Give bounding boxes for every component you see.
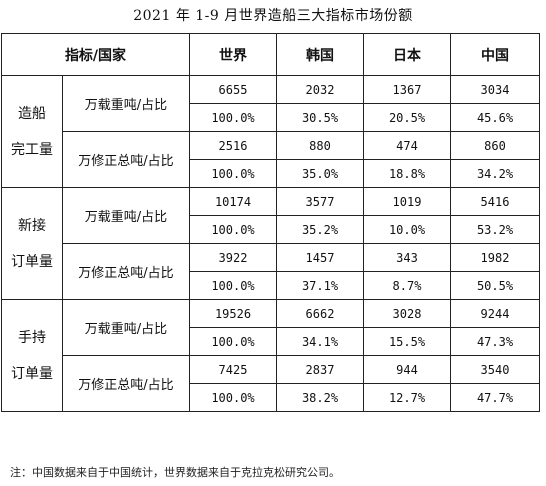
china-value: 860 <box>450 131 540 160</box>
table-row: 100.0% 37.1% 8.7% 50.5% <box>2 271 540 300</box>
metric-label: 万载重吨/占比 <box>62 187 190 244</box>
table-row: 新接 订单量 万载重吨/占比 10174 3577 1019 5416 <box>1 187 540 300</box>
world-value: 2516 <box>189 131 277 160</box>
table-row: 万修正总吨/占比 3922 1457 343 1982 <box>2 243 540 300</box>
world-value: 10174 <box>189 187 277 216</box>
table-title: 2021 年 1-9 月世界造船三大指标市场份额 <box>133 8 413 24</box>
world-share: 100.0% <box>189 159 277 188</box>
korea-value: 1457 <box>276 243 364 272</box>
header-row: 指标/国家 世界 韩国 日本 中国 <box>1 33 540 76</box>
header-indicator-country: 指标/国家 <box>1 33 190 76</box>
table-row: 100.0% 38.2% 12.7% 47.7% <box>2 383 540 412</box>
korea-value: 2032 <box>276 75 364 104</box>
category-cell-orderbook: 手持 订单量 <box>1 299 63 412</box>
metric-label: 万修正总吨/占比 <box>62 243 190 300</box>
japan-share: 8.7% <box>363 271 451 300</box>
japan-value: 343 <box>363 243 451 272</box>
world-share: 100.0% <box>189 215 277 244</box>
china-share: 50.5% <box>450 271 540 300</box>
china-value: 3540 <box>450 355 540 384</box>
table-row: 100.0% 34.1% 15.5% 47.3% <box>2 327 540 356</box>
china-value: 1982 <box>450 243 540 272</box>
korea-share: 38.2% <box>276 383 364 412</box>
world-value: 19526 <box>189 299 277 328</box>
world-share: 100.0% <box>189 383 277 412</box>
table-row: 100.0% 35.2% 10.0% 53.2% <box>2 215 540 244</box>
metric-label: 万修正总吨/占比 <box>62 355 190 412</box>
table-row: 手持 订单量 万载重吨/占比 19526 6662 3028 9244 <box>1 299 540 412</box>
china-share: 47.3% <box>450 327 540 356</box>
korea-share: 34.1% <box>276 327 364 356</box>
world-value: 7425 <box>189 355 277 384</box>
table-row: 万修正总吨/占比 7425 2837 944 3540 <box>2 355 540 412</box>
header-world: 世界 <box>189 33 277 76</box>
header-japan: 日本 <box>363 33 451 76</box>
world-value: 3922 <box>189 243 277 272</box>
china-value: 5416 <box>450 187 540 216</box>
korea-share: 30.5% <box>276 103 364 132</box>
china-share: 53.2% <box>450 215 540 244</box>
japan-share: 15.5% <box>363 327 451 356</box>
japan-value: 3028 <box>363 299 451 328</box>
table-row: 100.0% 35.0% 18.8% 34.2% <box>2 159 540 188</box>
korea-share: 35.0% <box>276 159 364 188</box>
japan-value: 944 <box>363 355 451 384</box>
korea-share: 35.2% <box>276 215 364 244</box>
japan-value: 1019 <box>363 187 451 216</box>
metric-label: 万载重吨/占比 <box>62 75 190 132</box>
china-value: 9244 <box>450 299 540 328</box>
japan-share: 10.0% <box>363 215 451 244</box>
source-note: 注：中国数据来自于中国统计，世界数据来自于克拉克松研究公司。 <box>10 466 340 479</box>
table-row: 万修正总吨/占比 2516 880 474 860 <box>2 131 540 188</box>
category-cell-new-orders: 新接 订单量 <box>1 187 63 300</box>
korea-share: 37.1% <box>276 271 364 300</box>
world-share: 100.0% <box>189 327 277 356</box>
korea-value: 3577 <box>276 187 364 216</box>
category-cell-completions: 造船 完工量 <box>1 75 63 188</box>
japan-share: 12.7% <box>363 383 451 412</box>
china-value: 3034 <box>450 75 540 104</box>
header-korea: 韩国 <box>276 33 364 76</box>
japan-value: 474 <box>363 131 451 160</box>
china-share: 47.7% <box>450 383 540 412</box>
korea-value: 2837 <box>276 355 364 384</box>
world-share: 100.0% <box>189 103 277 132</box>
metric-label: 万修正总吨/占比 <box>62 131 190 188</box>
world-share: 100.0% <box>189 271 277 300</box>
market-share-table: 指标/国家 世界 韩国 日本 中国 造船 完工量 万载重吨/占比 6655 20… <box>1 33 540 412</box>
japan-value: 1367 <box>363 75 451 104</box>
metric-label: 万载重吨/占比 <box>62 299 190 356</box>
korea-value: 880 <box>276 131 364 160</box>
header-china: 中国 <box>450 33 540 76</box>
china-share: 45.6% <box>450 103 540 132</box>
world-value: 6655 <box>189 75 277 104</box>
china-share: 34.2% <box>450 159 540 188</box>
japan-share: 20.5% <box>363 103 451 132</box>
korea-value: 6662 <box>276 299 364 328</box>
table-row: 100.0% 30.5% 20.5% 45.6% <box>2 103 540 132</box>
japan-share: 18.8% <box>363 159 451 188</box>
table-row: 造船 完工量 万载重吨/占比 6655 2032 1367 3034 <box>1 75 540 188</box>
